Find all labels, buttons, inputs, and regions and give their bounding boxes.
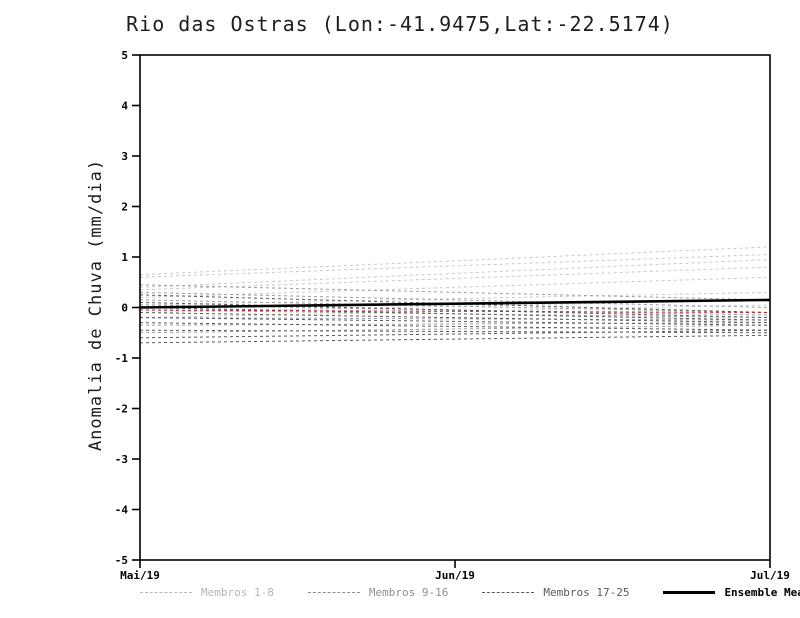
svg-text:0: 0 [121,302,128,315]
legend-label: Ensemble Mean [724,586,800,599]
legend-item-membros-9-16: Membros 9-16 [307,586,449,599]
legend-label: Membros 1-8 [201,586,274,599]
svg-text:-2: -2 [115,403,128,416]
svg-text:3: 3 [121,150,128,163]
svg-text:-5: -5 [115,554,128,567]
svg-text:-4: -4 [115,504,129,517]
svg-text:5: 5 [121,49,128,62]
legend: Membros 1-8 Membros 9-16 Membros 17-25 E… [140,586,800,599]
legend-item-ensemble-mean: Ensemble Mean [663,586,800,599]
chart-title: Rio das Ostras (Lon:-41.9475,Lat:-22.517… [126,12,674,36]
svg-text:Jul/19: Jul/19 [750,569,790,582]
legend-item-membros-17-25: Membros 17-25 [482,586,629,599]
legend-label: Membros 17-25 [543,586,630,599]
svg-text:-1: -1 [115,352,129,365]
svg-text:1: 1 [121,251,128,264]
svg-text:Jun/19: Jun/19 [435,569,475,582]
svg-text:2: 2 [121,201,128,214]
svg-text:4: 4 [121,100,128,113]
legend-line-sample [140,592,192,593]
legend-line-sample [663,591,716,594]
legend-item-membros-1-8: Membros 1-8 [140,586,274,599]
svg-text:Mai/19: Mai/19 [120,569,160,582]
legend-label: Membros 9-16 [368,586,449,599]
svg-text:-3: -3 [115,453,128,466]
legend-line-sample [307,592,360,593]
legend-line-sample [482,592,535,593]
